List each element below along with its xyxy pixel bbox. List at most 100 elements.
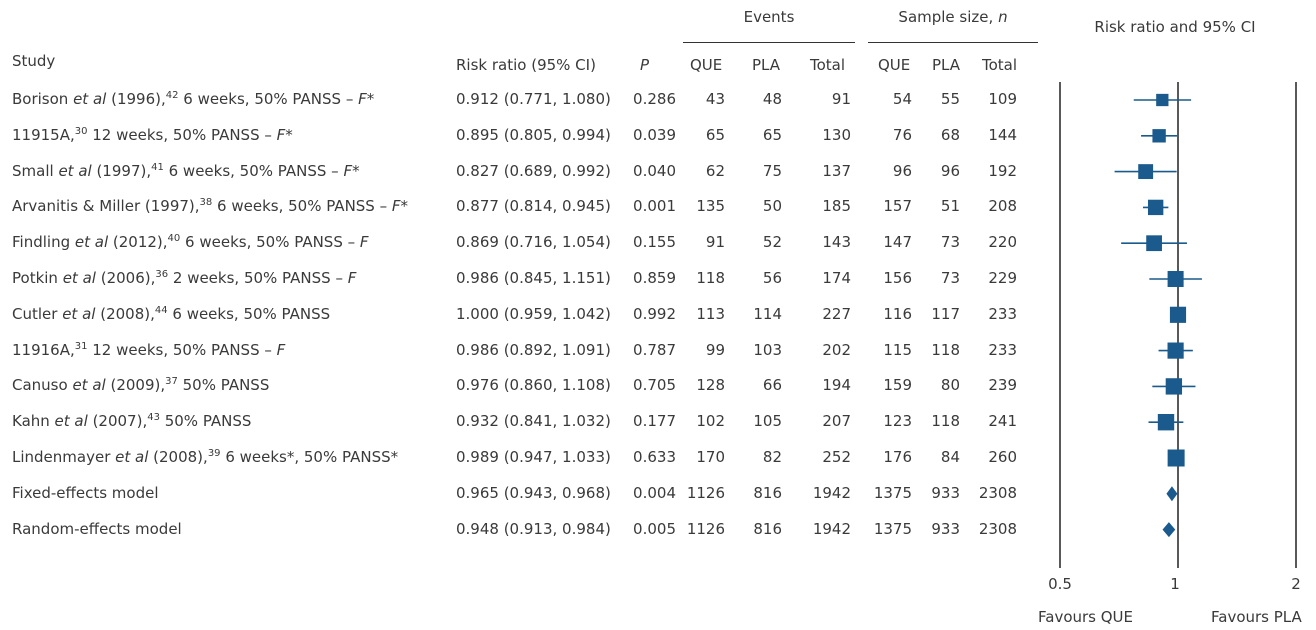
que-events-cell: 65 <box>705 125 725 144</box>
study-flag: F* <box>391 197 409 216</box>
effect-marker <box>1152 129 1166 143</box>
risk-ratio-cell: 1.000 (0.959, 1.042) <box>456 304 611 323</box>
study-reference: 36 <box>155 269 169 280</box>
study-year: (2012), <box>108 233 168 252</box>
risk-ratio-cell: 0.932 (0.841, 1.032) <box>456 412 611 431</box>
pla-sample-cell: 55 <box>940 90 960 108</box>
effect-marker <box>1138 164 1154 180</box>
risk-ratio-cell: 0.965 (0.943, 0.968) <box>456 483 611 502</box>
p-header: P <box>640 56 650 74</box>
pla-events-cell: 52 <box>762 233 782 252</box>
study-name: Potkin <box>12 269 63 287</box>
total-events-cell: 202 <box>822 340 851 359</box>
risk-ratio-cell: 0.877 (0.814, 0.945) <box>456 197 611 216</box>
pla-sample-cell: 73 <box>940 233 960 252</box>
tick-label-0-5: 0.5 <box>1048 575 1072 593</box>
p-value-cell: 0.992 <box>633 304 676 323</box>
total-sample-cell: 208 <box>988 197 1017 216</box>
total-events-cell: 1942 <box>812 483 851 502</box>
que-events-cell: 128 <box>696 376 725 395</box>
total-sample-cell: 2308 <box>978 483 1017 502</box>
risk-ratio-cell: 0.989 (0.947, 1.033) <box>456 448 611 466</box>
que-events-cell: 43 <box>705 90 725 108</box>
p-value-cell: 0.001 <box>633 197 676 216</box>
study-detail: 12 weeks, 50% PANSS – <box>87 340 277 359</box>
pla-sample-header: PLA <box>932 56 961 74</box>
total-sample-cell: 192 <box>988 161 1017 180</box>
study-cell: Random-effects model <box>12 520 182 538</box>
study-reference: 37 <box>165 376 178 388</box>
study-year: (2008), <box>95 304 155 323</box>
study-flag: F* <box>358 90 375 108</box>
plot-title: Risk ratio and 95% CI <box>1094 18 1256 36</box>
study-name: Fixed-effects model <box>12 483 159 502</box>
study-reference: 44 <box>154 304 168 316</box>
total-sample-cell: 144 <box>988 125 1017 144</box>
que-sample-cell: 115 <box>883 340 912 359</box>
que-sample-cell: 156 <box>883 269 912 287</box>
total-sample-cell: 241 <box>988 412 1017 431</box>
total-events-cell: 143 <box>822 233 851 252</box>
pla-sample-cell: 118 <box>931 340 960 359</box>
total-sample-cell: 233 <box>988 304 1017 323</box>
study-detail: 50% PANSS <box>159 412 252 431</box>
study-cell: Small et al (1997),41 6 weeks, 50% PANSS… <box>12 162 360 180</box>
favours-que-label: Favours QUE <box>1038 608 1134 626</box>
pla-sample-cell: 933 <box>931 519 960 538</box>
que-sample-header: QUE <box>878 56 911 74</box>
study-reference: 41 <box>151 161 164 173</box>
study-name: Small <box>12 161 59 180</box>
study-reference: 38 <box>199 197 213 209</box>
total-sample-cell: 260 <box>988 448 1017 466</box>
p-value-cell: 0.705 <box>633 376 676 395</box>
study-flag: F <box>347 269 357 287</box>
study-cell: Kahn et al (2007),43 50% PANSS <box>12 412 251 430</box>
pooled-diamond <box>1166 486 1178 502</box>
que-events-cell: 91 <box>705 233 725 252</box>
p-value-cell: 0.004 <box>633 483 676 502</box>
pla-events-cell: 816 <box>753 519 782 538</box>
effect-marker <box>1169 306 1187 323</box>
p-value-cell: 0.177 <box>633 412 676 431</box>
p-value-cell: 0.040 <box>633 161 676 180</box>
pooled-diamond <box>1162 522 1176 538</box>
study-year: (2008), <box>148 448 208 466</box>
events-rule <box>683 42 855 43</box>
study-name: Borison <box>12 90 74 108</box>
study-name: Random-effects model <box>12 519 182 538</box>
que-sample-cell: 176 <box>883 448 912 466</box>
effect-marker <box>1146 235 1162 252</box>
que-sample-cell: 147 <box>883 233 912 252</box>
que-events-cell: 99 <box>705 340 725 359</box>
total-events-cell: 252 <box>822 448 851 466</box>
study-etal: et al <box>72 376 106 395</box>
study-detail: 6 weeks, 50% PANSS – <box>180 233 360 252</box>
p-value-cell: 0.633 <box>633 448 676 466</box>
pla-sample-cell: 117 <box>931 304 960 323</box>
pla-sample-cell: 118 <box>931 412 960 431</box>
risk-ratio-cell: 0.986 (0.892, 1.091) <box>456 340 611 359</box>
study-name: Findling <box>12 233 75 252</box>
study-year: (2009), <box>105 376 166 395</box>
study-reference: 30 <box>74 125 88 137</box>
study-etal: et al <box>62 269 96 287</box>
study-cell: Findling et al (2012),40 6 weeks, 50% PA… <box>12 233 369 251</box>
study-name: Arvanitis & Miller (1997), <box>12 197 200 216</box>
que-sample-cell: 76 <box>892 125 912 144</box>
que-sample-cell: 1375 <box>873 519 912 538</box>
study-detail: 6 weeks, 50% PANSS – <box>212 197 392 216</box>
total-sample-cell: 220 <box>988 233 1017 252</box>
study-etal: et al <box>58 161 92 180</box>
pla-sample-cell: 80 <box>940 376 960 395</box>
pla-events-cell: 65 <box>762 125 782 144</box>
study-name: 11915A, <box>12 125 75 144</box>
p-value-cell: 0.039 <box>633 125 676 144</box>
study-reference: 39 <box>207 448 221 459</box>
effect-marker <box>1167 449 1185 467</box>
total-sample-cell: 233 <box>988 340 1017 359</box>
p-value-cell: 0.787 <box>633 340 676 359</box>
study-reference: 43 <box>147 412 160 424</box>
total-events-cell: 194 <box>822 376 851 395</box>
study-detail: 6 weeks*, 50% PANSS* <box>220 448 399 466</box>
